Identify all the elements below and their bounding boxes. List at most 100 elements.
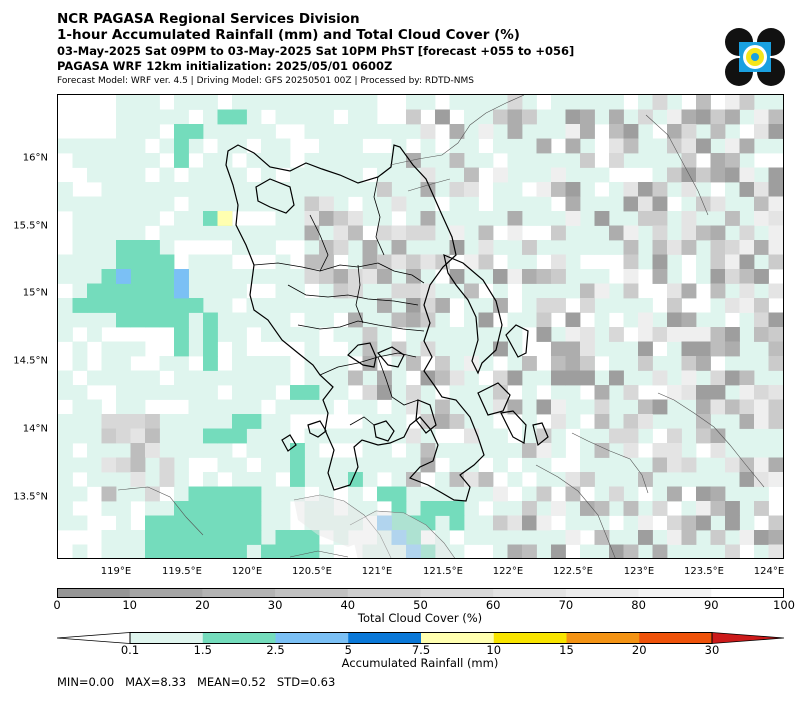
grid-cell <box>783 487 784 502</box>
grid-cell <box>72 283 88 299</box>
title-line-1: NCR PAGASA Regional Services Division <box>57 11 360 27</box>
grid-cell <box>464 457 479 473</box>
grid-cell <box>174 428 189 444</box>
grid-cell <box>652 327 668 342</box>
grid-cell <box>420 312 436 328</box>
grid-cell <box>116 414 131 429</box>
grid-cell <box>681 312 697 328</box>
grid-cell <box>739 225 755 241</box>
grid-cell <box>522 312 537 328</box>
grid-cell <box>435 211 450 226</box>
grid-cell <box>739 138 755 154</box>
grid-cell <box>580 341 595 357</box>
grid-cell <box>478 486 494 502</box>
grid-cell <box>739 327 755 342</box>
grid-cell <box>478 269 494 284</box>
grid-cell <box>261 530 276 545</box>
grid-cell <box>261 428 276 444</box>
grid-cell <box>551 211 566 226</box>
grid-cell <box>667 530 682 545</box>
grid-cell <box>551 370 566 386</box>
grid-cell <box>159 109 175 125</box>
grid-cell <box>522 414 537 429</box>
grid-cell <box>377 443 392 458</box>
grid-cell <box>696 225 711 241</box>
grid-cell <box>754 167 769 183</box>
grid-cell <box>246 240 262 255</box>
grid-cell <box>783 516 784 531</box>
grid-cell <box>217 153 233 168</box>
grid-cell <box>232 370 247 386</box>
grid-cell <box>116 182 131 197</box>
grid-cell <box>406 211 421 226</box>
grid-cell <box>174 153 189 168</box>
grid-cell <box>725 472 740 487</box>
grid-cell <box>203 182 218 197</box>
grid-cell <box>87 225 102 241</box>
grid-cell <box>623 443 639 458</box>
initialization-line: PAGASA WRF 12km initialization: 2025/05/… <box>57 59 393 73</box>
grid-cell <box>551 501 566 516</box>
grid-cell <box>435 501 450 516</box>
cloud-colorbar-segment <box>420 588 494 598</box>
grid-cell <box>739 399 755 415</box>
rain-colorbar-segment <box>493 632 567 644</box>
grid-cell <box>319 109 334 125</box>
grid-cell <box>275 298 291 313</box>
grid-cell <box>565 486 581 502</box>
grid-cell <box>435 153 450 168</box>
grid-cell <box>304 428 320 444</box>
grid-cell <box>609 370 624 386</box>
grid-cell <box>217 124 233 139</box>
grid-cell <box>319 544 334 558</box>
grid-cell <box>710 269 726 284</box>
grid-cell <box>246 544 262 558</box>
grid-cell <box>290 196 305 212</box>
grid-cell <box>159 385 175 400</box>
grid-cell <box>377 457 392 473</box>
grid-cell <box>696 530 711 545</box>
grid-cell <box>478 530 494 545</box>
grid-cell <box>188 269 204 284</box>
rain-tick-label: 2.5 <box>266 643 285 657</box>
grid-cell <box>420 153 436 168</box>
grid-cell <box>319 356 334 371</box>
grid-cell <box>754 486 769 502</box>
grid-cell <box>58 443 73 458</box>
grid-cell <box>594 95 610 110</box>
grid-cell <box>609 399 624 415</box>
grid-cell <box>681 327 697 342</box>
grid-cell <box>246 515 262 531</box>
grid-cell <box>638 240 653 255</box>
grid-cell <box>275 501 291 516</box>
grid-cell <box>275 196 291 212</box>
grid-cell <box>710 501 726 516</box>
grid-cell <box>101 501 117 516</box>
grid-cell <box>275 138 291 154</box>
grid-cell <box>667 269 682 284</box>
grid-cell <box>261 472 276 487</box>
grid-cell <box>290 211 305 226</box>
grid-cell <box>246 298 262 313</box>
grid-cell <box>203 95 218 110</box>
grid-cell <box>275 356 291 371</box>
grid-cell <box>362 283 378 299</box>
grid-cell <box>304 327 320 342</box>
grid-cell <box>290 109 305 125</box>
grid-cell <box>464 153 479 168</box>
grid-cell <box>623 486 639 502</box>
grid-cell <box>754 530 769 545</box>
grid-cell <box>174 486 189 502</box>
grid-cell <box>333 356 349 371</box>
grid-cell <box>217 443 233 458</box>
grid-cell <box>290 457 305 473</box>
grid-cell <box>449 341 465 357</box>
grid-cell <box>768 254 783 270</box>
grid-cell <box>580 182 595 197</box>
grid-cell <box>565 327 581 342</box>
grid-cell <box>493 283 508 299</box>
grid-cell <box>261 95 276 110</box>
grid-cell <box>522 269 537 284</box>
cloud-tick-label: 70 <box>558 598 574 612</box>
grid-cell <box>435 341 450 357</box>
